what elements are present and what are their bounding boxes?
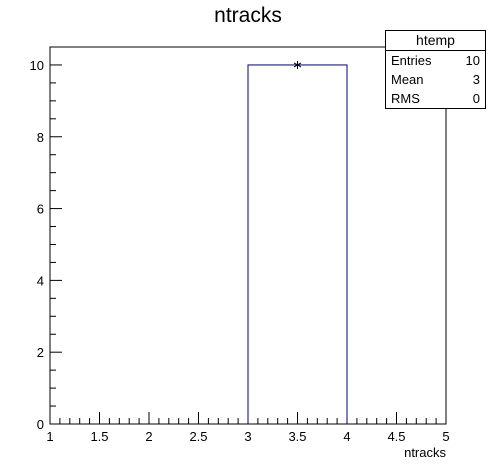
stats-label: Entries	[391, 51, 431, 70]
stats-box-title: htemp	[386, 31, 485, 51]
stats-value: 10	[466, 51, 480, 70]
x-tick-label: 5	[442, 429, 449, 444]
x-tick-label: 4	[343, 429, 350, 444]
axis-tick-labels: 1 1.5 2 2.5 3 3.5 4 4.5 5 0 2 4 6 8 10	[30, 58, 450, 444]
histogram-bars	[248, 61, 347, 424]
stats-value: 0	[473, 89, 480, 108]
y-tick-label: 8	[37, 130, 44, 145]
stats-box: htemp Entries 10 Mean 3 RMS 0	[385, 30, 486, 109]
stats-label: Mean	[391, 70, 424, 89]
x-tick-label: 2	[145, 429, 152, 444]
x-tick-label: 3	[244, 429, 251, 444]
y-tick-label: 0	[37, 417, 44, 432]
x-tick-label: 2.5	[189, 429, 207, 444]
x-tick-label: 4.5	[387, 429, 405, 444]
x-tick-label: 1.5	[90, 429, 108, 444]
stats-row-rms: RMS 0	[386, 89, 485, 108]
stats-row-mean: Mean 3	[386, 70, 485, 89]
x-tick-label: 3.5	[288, 429, 306, 444]
stats-value: 3	[473, 70, 480, 89]
y-tick-label: 6	[37, 202, 44, 217]
stats-row-entries: Entries 10	[386, 51, 485, 70]
histogram-bin	[248, 65, 347, 424]
x-axis-label: ntracks	[404, 445, 446, 460]
y-tick-label: 2	[37, 345, 44, 360]
stats-label: RMS	[391, 89, 420, 108]
x-tick-label: 1	[46, 429, 53, 444]
y-tick-label: 10	[30, 58, 44, 73]
y-tick-label: 4	[37, 273, 44, 288]
